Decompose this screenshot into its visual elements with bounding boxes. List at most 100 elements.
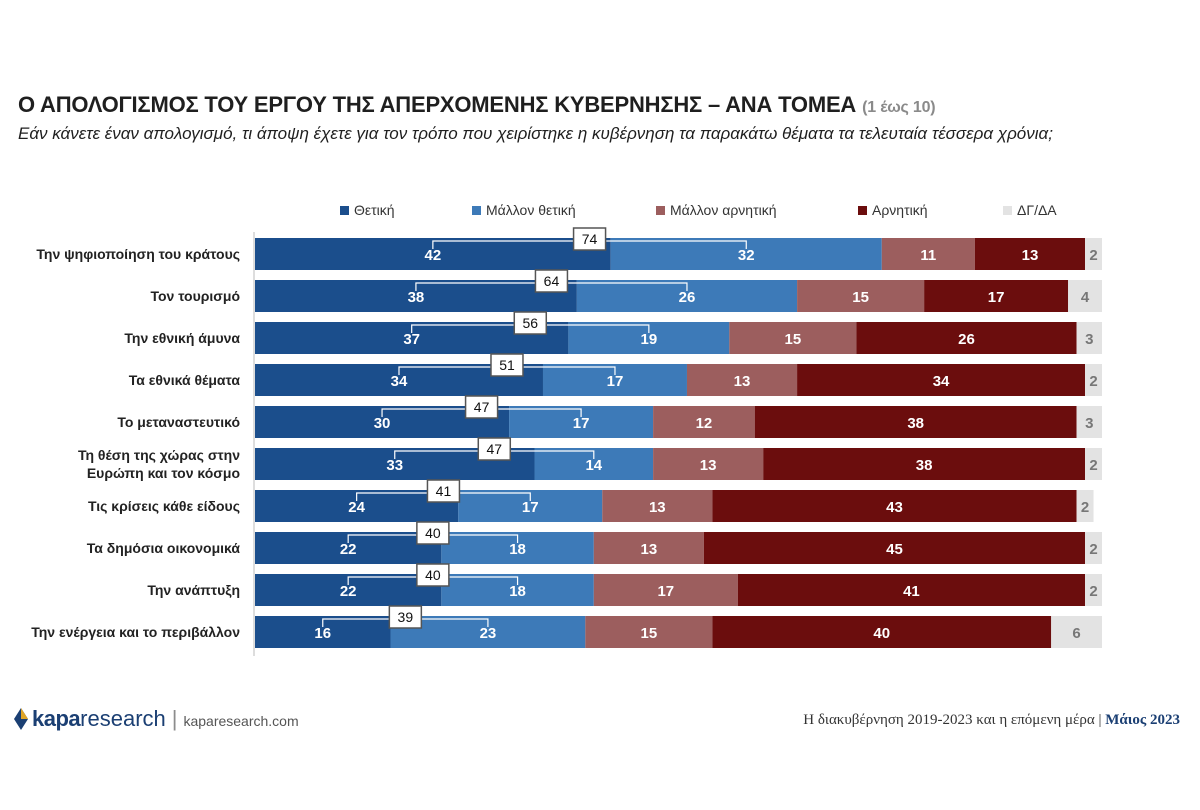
data-label: 42 (425, 247, 442, 264)
data-label: 32 (738, 247, 755, 264)
category-label: Τα εθνικά θέματα (129, 372, 241, 388)
data-label: 15 (785, 331, 802, 348)
legend-label: Μάλλον θετική (486, 202, 576, 218)
bar-segment (737, 574, 1086, 606)
bar-segment (1076, 406, 1102, 438)
data-label: 16 (314, 625, 331, 642)
data-label: 26 (679, 289, 696, 306)
data-label: 43 (886, 499, 903, 516)
data-label: 17 (607, 373, 624, 390)
total-box (416, 521, 450, 545)
bar-segment (797, 364, 1086, 396)
logo-mark-icon (14, 708, 28, 730)
category-label: Την ψηφιοποίηση του κράτους (36, 246, 240, 262)
data-label: 45 (886, 541, 903, 558)
bar-segment (1085, 364, 1102, 396)
footer-divider: | (171, 706, 178, 731)
legend-swatch (472, 206, 481, 215)
category-label: Τον τουρισμό (150, 288, 240, 304)
data-label: 17 (573, 415, 590, 432)
report-separator: | (1098, 712, 1102, 728)
total-box (464, 395, 499, 419)
data-label: 17 (988, 289, 1005, 306)
bar-segment (729, 322, 857, 354)
data-label: 18 (509, 541, 526, 558)
category-label: Τη θέση της χώρας στην Ευρώπη και τον κόσ… (78, 447, 240, 481)
bar-segment (924, 280, 1069, 312)
chart-subtitle: Εάν κάνετε έναν απολογισμό, τι άποψη έχε… (18, 124, 1053, 143)
data-label: 12 (696, 415, 713, 432)
data-label: 13 (1022, 247, 1039, 264)
bar-segment (1085, 448, 1102, 480)
category-label-line: Ευρώπη και τον κόσμο (87, 465, 240, 481)
bar-segment (1076, 490, 1094, 522)
total-box (426, 479, 461, 503)
data-label: 2 (1089, 583, 1097, 600)
data-label: 38 (916, 457, 933, 474)
data-label: 2 (1089, 373, 1097, 390)
report-info: Η διακυβέρνηση 2019-2023 και η επόμενη μ… (803, 712, 1180, 729)
legend-label: ΔΓ/ΔΑ (1017, 202, 1057, 218)
data-label: 11 (920, 247, 936, 264)
data-label: 13 (700, 457, 717, 474)
total-label: 39 (398, 609, 414, 625)
total-label: 74 (582, 231, 598, 247)
brand-light: research (80, 706, 166, 731)
legend-swatch (858, 206, 867, 215)
bar-segment (593, 532, 704, 564)
bar-segment (881, 238, 975, 270)
legend-label: Αρνητική (872, 202, 928, 218)
kapa-research-logo: kaparesearch | kaparesearch.com (14, 706, 299, 732)
legend-label: Θετική (354, 202, 395, 218)
category-label: Την εθνική άμυνα (124, 330, 240, 346)
data-label: 18 (509, 583, 526, 600)
data-label: 14 (585, 457, 602, 474)
bar-segment (1085, 238, 1102, 270)
total-label: 64 (544, 273, 560, 289)
total-box (388, 605, 423, 629)
category-label: Τα δημόσια οικονομικά (87, 540, 241, 556)
bar-segment (1076, 322, 1102, 354)
data-label: 41 (903, 583, 920, 600)
data-label: 13 (734, 373, 751, 390)
data-label: 22 (340, 583, 357, 600)
data-label: 34 (391, 373, 408, 390)
total-label: 40 (425, 567, 441, 583)
total-box (490, 353, 524, 377)
data-label: 2 (1089, 541, 1097, 558)
website-link[interactable]: kaparesearch.com (183, 713, 299, 729)
bar-segment (686, 364, 798, 396)
bar-segment (1068, 280, 1102, 312)
bar-segment (653, 406, 755, 438)
total-label: 47 (474, 399, 490, 415)
bar-segment (712, 616, 1052, 648)
data-label: 2 (1089, 247, 1097, 264)
bar-segment (653, 448, 764, 480)
data-label: 37 (403, 331, 420, 348)
bar-segment (1085, 574, 1102, 606)
bar-segment (602, 490, 713, 522)
data-label: 3 (1085, 415, 1093, 432)
bar-segment (712, 490, 1077, 522)
category-label: Την ενέργεια και το περιβάλλον (31, 624, 240, 640)
legend-label: Μάλλον αρνητική (670, 202, 777, 218)
data-label: 4 (1081, 289, 1090, 306)
bar-segment (1085, 532, 1102, 564)
data-label: 34 (933, 373, 950, 390)
total-box (416, 563, 450, 587)
bar-segment (754, 406, 1077, 438)
total-box (477, 437, 512, 461)
category-label: Το μεταναστευτικό (117, 414, 240, 430)
data-label: 40 (873, 625, 890, 642)
report-name: Η διακυβέρνηση 2019-2023 και η επόμενη μ… (803, 712, 1095, 728)
bar-segment (974, 238, 1086, 270)
data-label: 15 (641, 625, 658, 642)
total-box (572, 227, 607, 251)
bar-segment (856, 322, 1077, 354)
total-label: 41 (436, 483, 452, 499)
data-label: 2 (1081, 499, 1089, 516)
data-label: 13 (649, 499, 666, 516)
data-label: 22 (340, 541, 357, 558)
category-label: Τις κρίσεις κάθε είδους (88, 498, 240, 514)
chart-title: Ο ΑΠΟΛΟΓΙΣΜΟΣ ΤΟΥ ΕΡΓΟΥ ΤΗΣ ΑΠΕΡΧΟΜΕΝΗΣ … (18, 92, 936, 118)
